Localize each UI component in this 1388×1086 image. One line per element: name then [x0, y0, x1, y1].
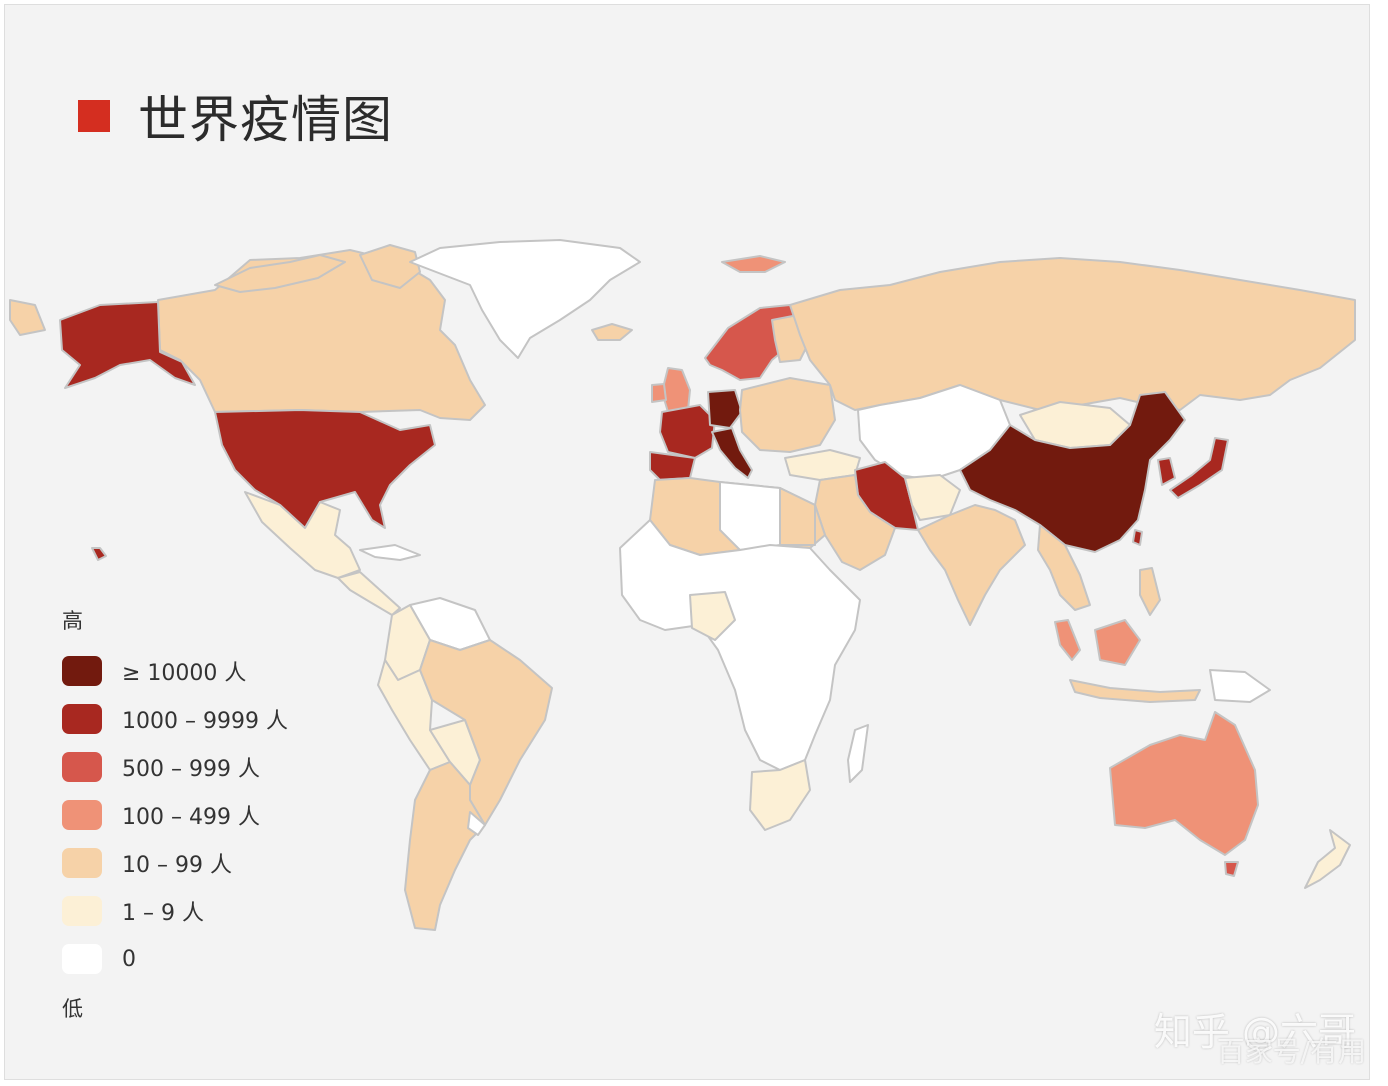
legend-label: 100 – 499 人 [122, 805, 260, 830]
region-spain[interactable] [649, 451, 696, 481]
region-libya[interactable] [719, 481, 781, 551]
region-china[interactable] [959, 391, 1186, 553]
region-central-america[interactable] [337, 571, 401, 616]
region-new-zealand[interactable] [1304, 829, 1351, 889]
region-russia[interactable] [789, 257, 1356, 411]
legend-item[interactable]: 1 – 9 人 [62, 887, 288, 935]
region-japan[interactable] [1169, 437, 1229, 499]
region-iceland[interactable] [591, 323, 633, 341]
region-philippines[interactable] [1139, 567, 1161, 616]
legend-swatch [62, 896, 102, 926]
region-egypt[interactable] [779, 487, 816, 546]
region-hawaii[interactable] [91, 547, 107, 561]
legend-swatch [62, 848, 102, 878]
legend-swatch [62, 656, 102, 686]
region-madagascar[interactable] [847, 724, 869, 783]
legend-item[interactable]: ≥ 10000 人 [62, 647, 288, 695]
legend-swatch [62, 800, 102, 830]
legend-label: 500 – 999 人 [122, 757, 260, 782]
watermark-text: 知乎 @六哥 [1153, 1010, 1356, 1054]
region-greenland[interactable] [409, 239, 641, 359]
region-tasmania[interactable] [1224, 861, 1239, 877]
region-indonesia[interactable] [1069, 679, 1201, 703]
region-france[interactable] [659, 404, 716, 459]
region-south-africa[interactable] [749, 759, 811, 831]
legend-label: 1 – 9 人 [122, 901, 204, 926]
legend-item[interactable]: 0 [62, 935, 288, 983]
region-baffin[interactable] [359, 244, 421, 289]
region-australia[interactable] [1109, 711, 1259, 856]
region-cuba[interactable] [359, 544, 421, 561]
region-mexico[interactable] [244, 491, 361, 579]
legend-item[interactable]: 500 – 999 人 [62, 743, 288, 791]
region-taiwan[interactable] [1132, 529, 1143, 546]
legend-item[interactable]: 1000 – 9999 人 [62, 695, 288, 743]
legend-high-label: 高 [62, 609, 83, 633]
legend-item[interactable]: 100 – 499 人 [62, 791, 288, 839]
region-svalbard[interactable] [721, 255, 786, 273]
region-argentina[interactable] [404, 761, 486, 931]
region-uk[interactable] [661, 367, 691, 413]
region-subsaharan-africa[interactable] [619, 519, 861, 771]
title-marker [78, 100, 110, 132]
page-title: 世界疫情图 [138, 91, 393, 149]
region-borneo[interactable] [1094, 619, 1141, 666]
map-legend: 高 ≥ 10000 人 1000 – 9999 人 500 – 999 人 10… [62, 605, 288, 1023]
region-new-guinea[interactable] [1209, 669, 1271, 703]
legend-label: 10 – 99 人 [122, 853, 232, 878]
legend-swatch [62, 944, 102, 974]
watermark-subtext: 百家号/有用 [1216, 1035, 1366, 1068]
region-usa[interactable] [214, 409, 436, 529]
chart-title: 世界疫情图 [78, 80, 393, 152]
region-arctic-islands[interactable] [214, 254, 346, 293]
region-southeast-asia[interactable] [1037, 524, 1091, 611]
region-chukotka-west[interactable] [9, 299, 46, 336]
legend-label: ≥ 10000 人 [122, 661, 247, 686]
region-india[interactable] [917, 504, 1026, 626]
region-korea[interactable] [1157, 457, 1176, 486]
region-eastern-europe[interactable] [739, 377, 836, 453]
legend-swatch [62, 704, 102, 734]
region-italy[interactable] [711, 427, 753, 479]
region-malaysia[interactable] [1054, 619, 1081, 661]
legend-swatch [62, 752, 102, 782]
region-nigeria[interactable] [689, 591, 736, 641]
region-uruguay[interactable] [467, 811, 486, 836]
region-ireland[interactable] [651, 383, 667, 403]
legend-low-label: 低 [62, 997, 83, 1021]
region-brazil[interactable] [419, 639, 553, 826]
region-alaska[interactable] [59, 301, 196, 389]
region-germany[interactable] [707, 389, 743, 429]
legend-item[interactable]: 10 – 99 人 [62, 839, 288, 887]
legend-label: 1000 – 9999 人 [122, 709, 288, 734]
legend-label: 0 [122, 946, 136, 972]
